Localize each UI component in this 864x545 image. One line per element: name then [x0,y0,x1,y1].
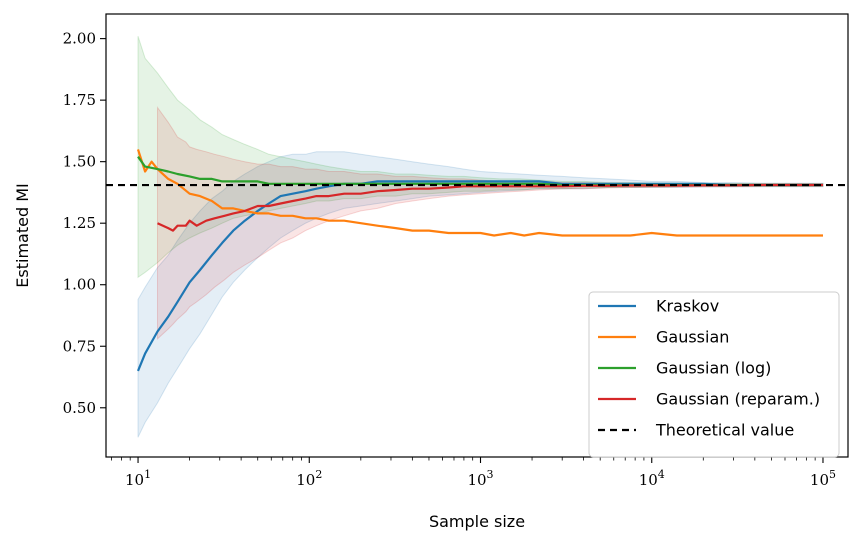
y-tick-label: 0.50 [63,399,96,417]
band-kraskov [137,151,824,438]
x-axis-label: Sample size [429,512,525,531]
x-tick-label: 105 [810,468,836,489]
band-gaussian-reparam [157,105,824,341]
band-gaussian-log [137,36,824,279]
x-tick-label: 103 [467,468,493,489]
legend: Kraskov Gaussian Gaussian (log) Gaussian (r… [588,291,840,458]
x-tick-label: 104 [639,468,665,489]
y-tick-label: 1.50 [63,153,96,171]
x-tick-label: 101 [125,468,151,489]
legend-box [588,291,840,458]
y-tick-label: 1.00 [63,276,96,294]
series-line-kraskov [136,180,823,372]
y-tick-label: 1.25 [63,214,96,232]
x-axis: 101 102 103 104 105 [111,457,836,489]
series-line-gaussian [136,149,823,237]
x-tick-label: 102 [296,468,322,489]
legend-label-gaussian: Gaussian [656,328,729,347]
y-axis: 0.50 0.75 1.00 1.25 1.50 1.75 2.00 [63,30,106,417]
plot-frame [105,13,849,458]
y-tick-label: 2.00 [63,30,96,48]
legend-label-kraskov: Kraskov [656,297,719,316]
legend-label-theoretical-value: Theoretical value [655,421,794,440]
y-axis-label: Estimated MI [13,183,32,287]
legend-label-gaussian-reparam: Gaussian (reparam.) [656,390,820,409]
y-tick-label: 1.75 [63,91,96,109]
series-line-gaussian-reparam [157,183,823,232]
legend-label-gaussian-log: Gaussian (log) [656,359,771,378]
confidence-bands [137,36,824,438]
y-tick-label: 0.75 [63,337,96,355]
